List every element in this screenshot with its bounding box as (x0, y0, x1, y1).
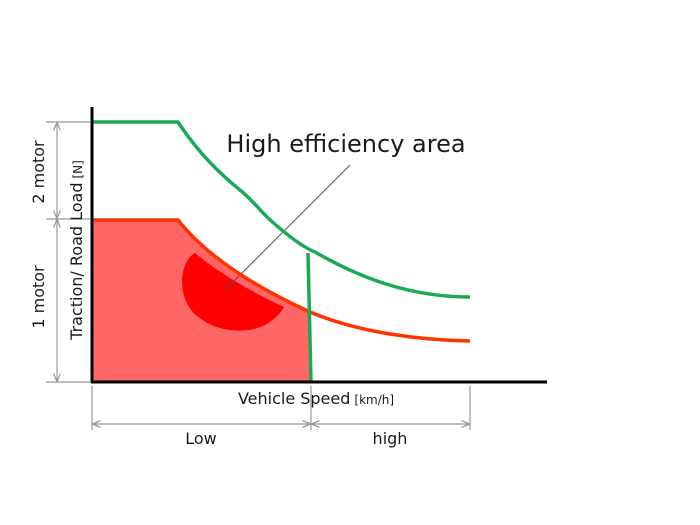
bracket-label-2-motor: 2 motor (29, 140, 48, 204)
x-dimension-brackets (91, 386, 471, 430)
bracket-label-1-motor: 1 motor (29, 265, 48, 329)
y-dimension-brackets (46, 121, 90, 383)
y-axis-label: Traction/ Road Load[N] (67, 160, 86, 341)
motor-switch-line (306, 252, 313, 383)
annotation-label: High efficiency area (226, 130, 465, 158)
high-efficiency-area (182, 253, 284, 331)
range-label-low: Low (185, 429, 217, 448)
annotation-leader-line (224, 164, 351, 291)
x-axis-label: Vehicle Speed [km/h] (238, 389, 394, 408)
two-motor-curve (92, 120, 471, 299)
range-label-high: high (373, 429, 408, 448)
